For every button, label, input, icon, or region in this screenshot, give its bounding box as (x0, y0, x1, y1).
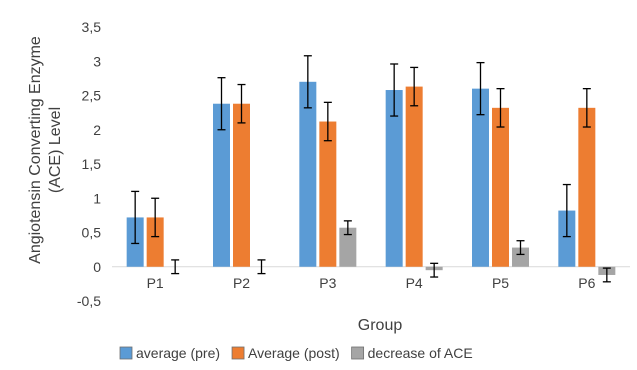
y-tick-label: 1,5 (82, 156, 102, 172)
x-tick-label: P3 (319, 275, 336, 291)
y-tick-label: 1 (93, 190, 101, 206)
y-axis-title-line-2: (ACE) Level (47, 107, 64, 193)
bar-average-pre--p2 (213, 103, 230, 267)
bar-series (126, 81, 616, 275)
bar-decrease-of-ace-p5 (512, 247, 529, 267)
bar-average-post--p4 (405, 86, 423, 267)
legend-swatch (351, 346, 365, 360)
y-tick-label: 3 (93, 53, 101, 69)
bar-average-pre--p4 (385, 90, 403, 267)
y-axis-title-line-1: Angiotensin Converting Enzyme (27, 36, 44, 264)
y-tick-label: 2 (93, 122, 101, 138)
x-tick-label: P2 (233, 275, 250, 291)
bar-average-pre--p3 (299, 81, 317, 267)
bar-average-post--p5 (492, 107, 509, 267)
bar-average-pre--p5 (472, 88, 489, 267)
x-tick-label: P1 (147, 275, 164, 291)
x-axis-title: Group (358, 317, 403, 334)
y-tick-label: 3,5 (82, 19, 102, 35)
legend-label: Average (post) (248, 345, 340, 361)
y-tick-label: 0 (93, 259, 101, 275)
bar-average-pre--p6 (558, 210, 576, 267)
bar-decrease-of-ace-p3 (339, 227, 357, 267)
y-tick-label: 0,5 (82, 225, 102, 241)
legend-swatch (119, 346, 133, 360)
bar-average-post--p3 (319, 121, 337, 267)
x-tick-label: P5 (492, 275, 509, 291)
x-tick-label: P4 (406, 275, 423, 291)
bar-average-post--p6 (578, 107, 596, 267)
y-tick-label: -0,5 (77, 293, 101, 309)
error-bars (131, 55, 611, 283)
y-axis-title: Angiotensin Converting Enzyme (ACE) Leve… (27, 36, 64, 264)
legend-label: average (pre) (136, 345, 220, 361)
bar-average-post--p1 (146, 217, 164, 267)
legend-swatch (231, 346, 245, 360)
bar-average-post--p2 (233, 103, 250, 267)
x-axis-category-labels: P1 P2 P3 P4 P5 P6 (147, 275, 596, 291)
x-tick-label: P6 (578, 275, 595, 291)
y-tick-label: 2,5 (82, 88, 102, 104)
y-axis-ticks: -0,5 0 0,5 1 1,5 2 2,5 3 3,5 (77, 19, 101, 309)
legend: average (pre) Average (post) decrease of A… (119, 345, 473, 361)
legend-label: decrease of ACE (368, 345, 473, 361)
